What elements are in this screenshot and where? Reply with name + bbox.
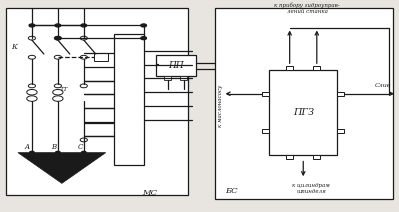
- Text: C: C: [78, 143, 83, 151]
- Polygon shape: [18, 153, 106, 183]
- Text: лений станка: лений станка: [287, 9, 328, 14]
- Circle shape: [29, 24, 35, 27]
- Circle shape: [55, 37, 61, 40]
- Text: B: B: [51, 143, 56, 151]
- Text: ТТ: ТТ: [60, 87, 68, 92]
- Bar: [286, 66, 293, 70]
- Circle shape: [30, 151, 34, 154]
- Text: шпинделя: шпинделя: [296, 189, 326, 194]
- Text: Слив: Слив: [375, 83, 391, 88]
- Bar: [262, 92, 269, 96]
- Bar: [180, 76, 187, 80]
- Bar: [164, 76, 171, 80]
- Bar: [313, 66, 320, 70]
- Text: A: A: [25, 143, 30, 151]
- Text: К: К: [11, 43, 17, 51]
- Text: МС: МС: [142, 189, 157, 197]
- Bar: [156, 55, 196, 76]
- Bar: [94, 53, 108, 61]
- Text: к прибору гидроуправ-: к прибору гидроуправ-: [275, 3, 340, 8]
- Text: ПП: ПП: [168, 61, 184, 70]
- Bar: [262, 129, 269, 133]
- Text: БС: БС: [225, 187, 238, 195]
- Circle shape: [55, 151, 60, 154]
- Circle shape: [141, 37, 146, 40]
- Bar: [313, 155, 320, 159]
- Circle shape: [141, 24, 146, 27]
- Bar: [114, 34, 144, 165]
- Text: к маслонасосу: к маслонасосу: [218, 85, 223, 127]
- Circle shape: [81, 24, 87, 27]
- Text: к цилиндрам: к цилиндрам: [292, 183, 330, 188]
- Bar: [286, 155, 293, 159]
- Bar: [6, 8, 188, 195]
- Bar: [337, 92, 344, 96]
- Bar: [215, 8, 393, 199]
- Circle shape: [55, 24, 61, 27]
- Text: ПГЗ: ПГЗ: [293, 108, 314, 117]
- Circle shape: [81, 151, 86, 154]
- Bar: [269, 70, 337, 155]
- Bar: [337, 129, 344, 133]
